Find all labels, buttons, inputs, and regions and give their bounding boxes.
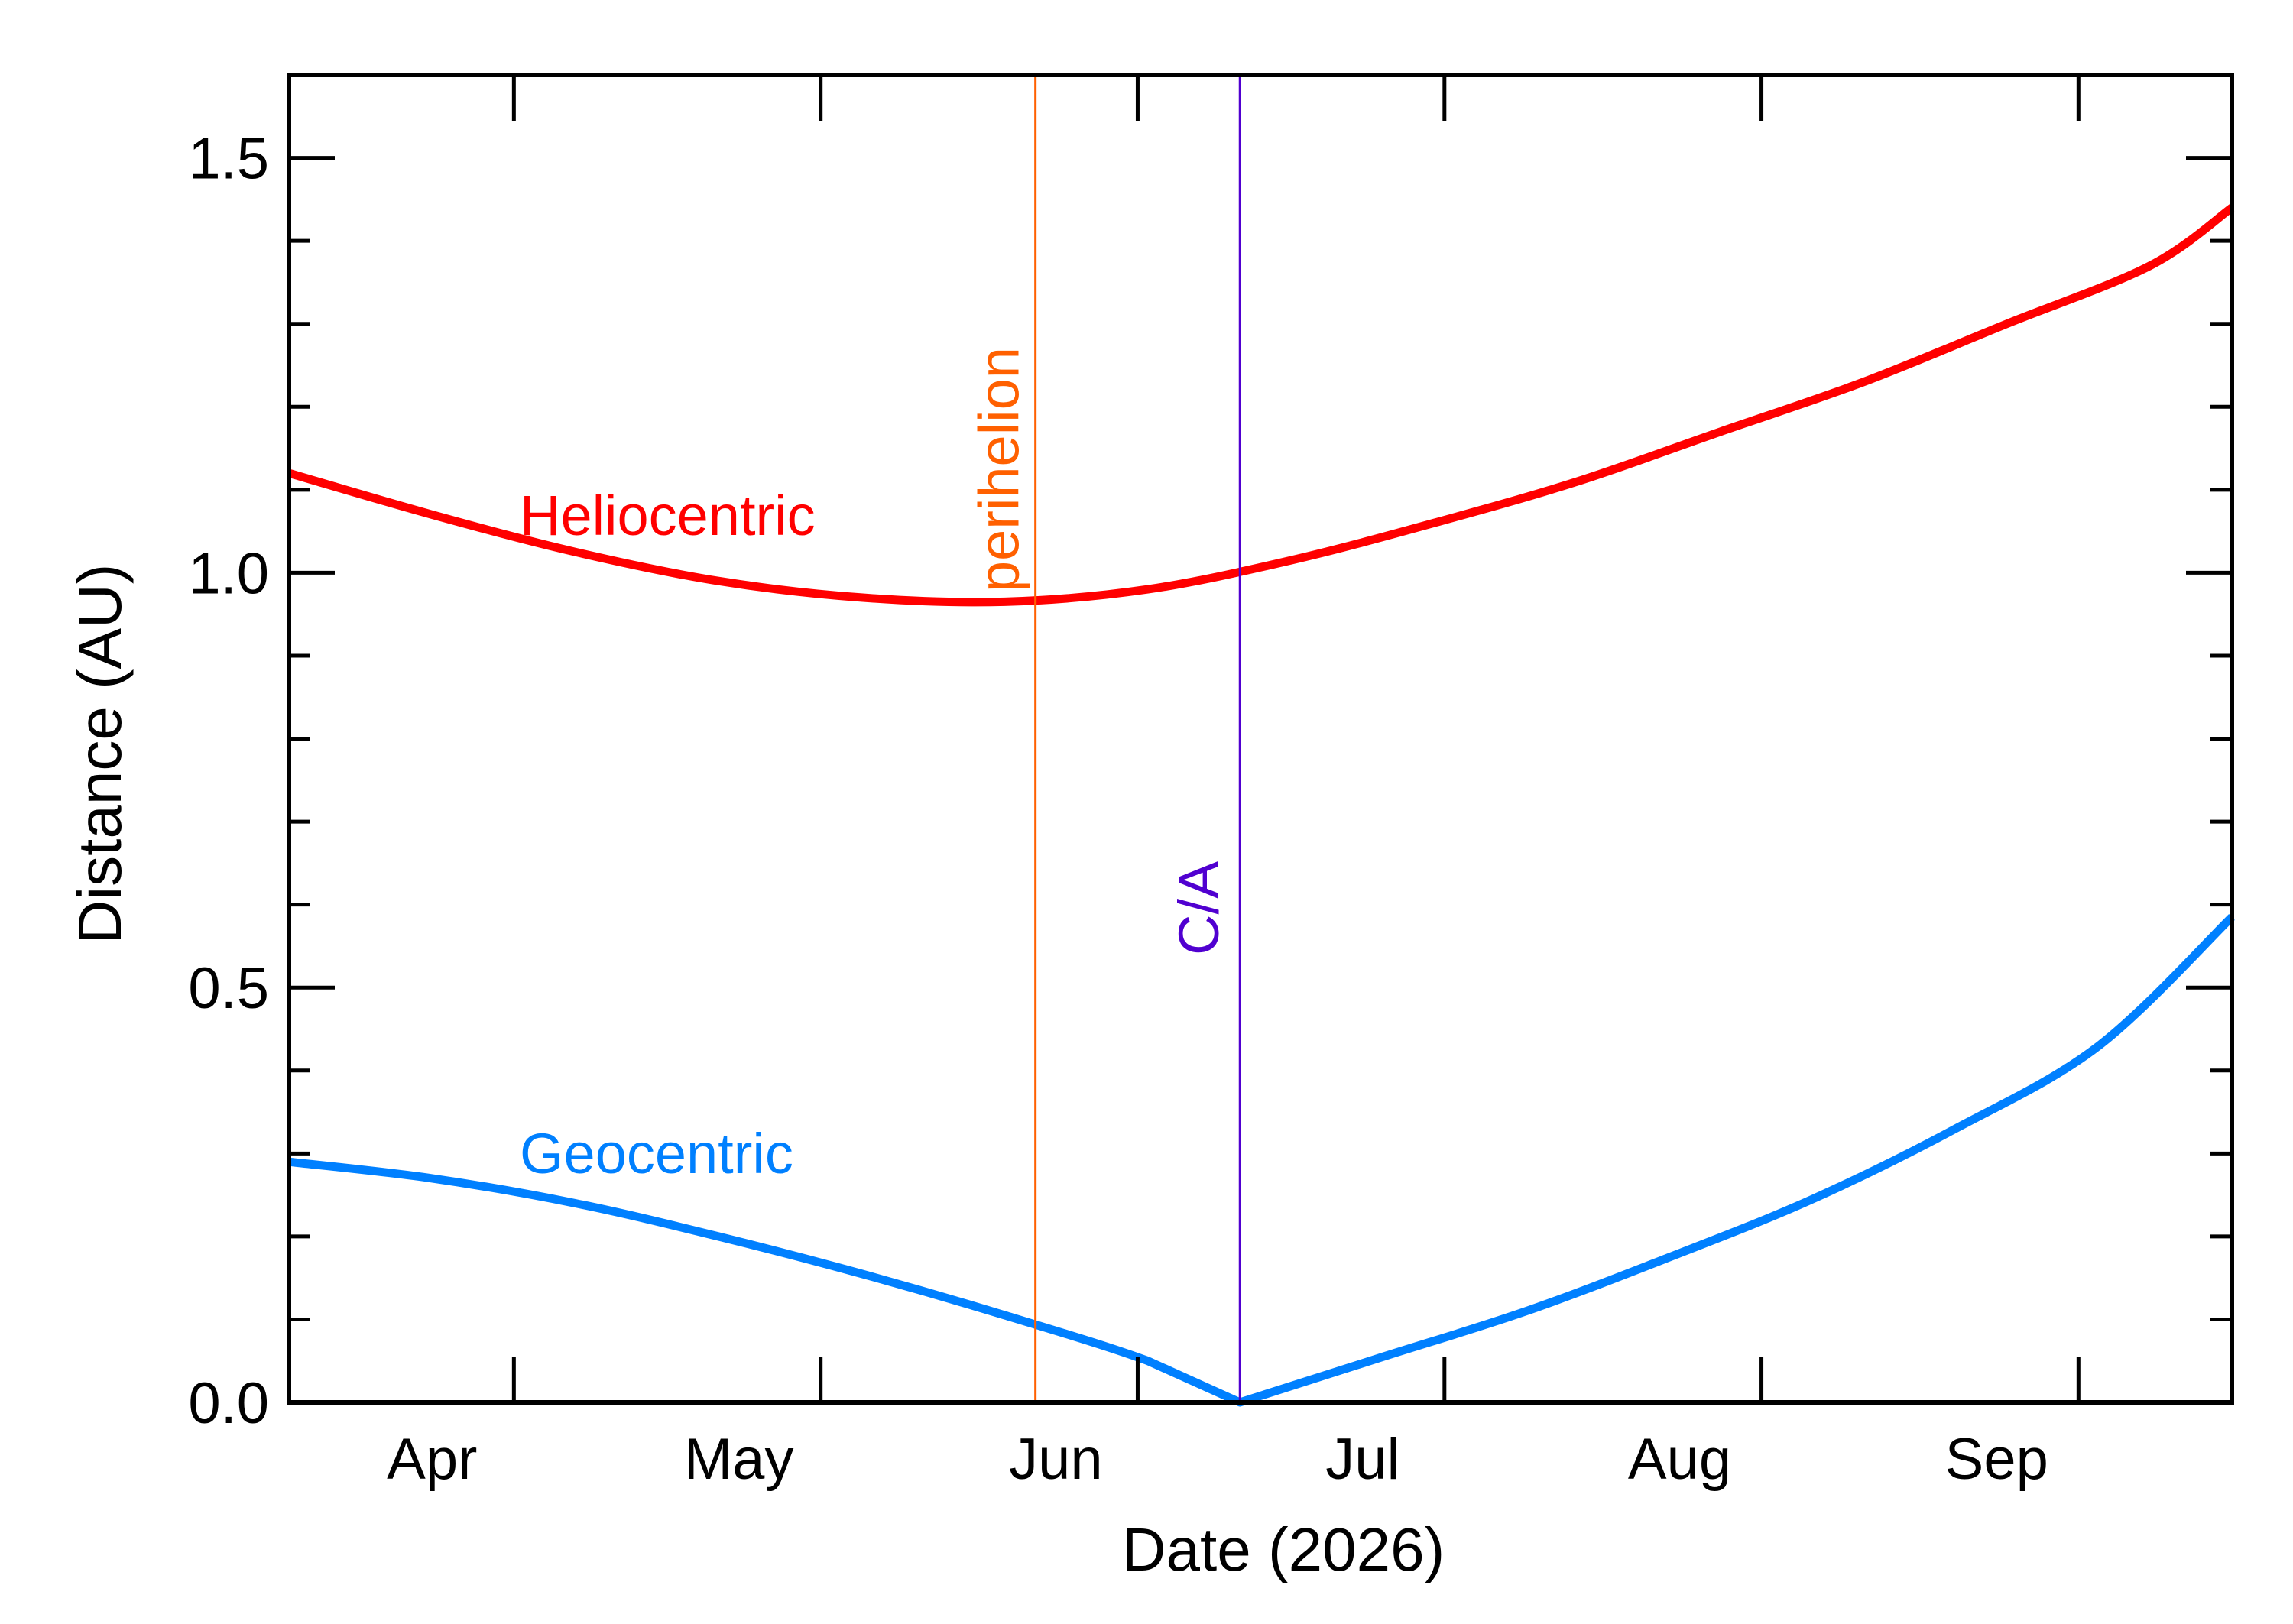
x-tick-label: Apr xyxy=(387,1427,477,1492)
y-axis-title: Distance (AU) xyxy=(66,564,134,945)
y-tick-label: 0.0 xyxy=(188,1371,269,1436)
perihelion-label: perihelion xyxy=(968,347,1031,592)
x-tick-label: Aug xyxy=(1628,1427,1731,1492)
series-line-heliocentric xyxy=(287,204,2235,607)
close-approach-label: C/A xyxy=(1167,861,1231,955)
x-axis-title: Date (2026) xyxy=(1122,1515,1445,1583)
axis-ticks xyxy=(289,75,2232,1405)
tick-labels: 0.0 0.5 1.0 1.5 Apr May Jun Jul Aug Sep xyxy=(188,127,2048,1492)
event-lines xyxy=(1034,75,1241,1402)
y-tick-label: 0.5 xyxy=(188,956,269,1021)
y-tick-label: 1.0 xyxy=(188,541,269,606)
y-tick-label: 1.5 xyxy=(188,127,269,192)
x-tick-label: May xyxy=(684,1427,794,1492)
x-tick-label: Jul xyxy=(1325,1427,1399,1492)
heliocentric-series-label: Heliocentric xyxy=(520,484,816,547)
x-tick-label: Sep xyxy=(1945,1427,2048,1492)
series-layer xyxy=(287,204,2235,1407)
x-tick-label: Jun xyxy=(1009,1427,1103,1492)
geocentric-series-label: Geocentric xyxy=(520,1122,793,1185)
series-line-geocentric xyxy=(288,913,2235,1407)
